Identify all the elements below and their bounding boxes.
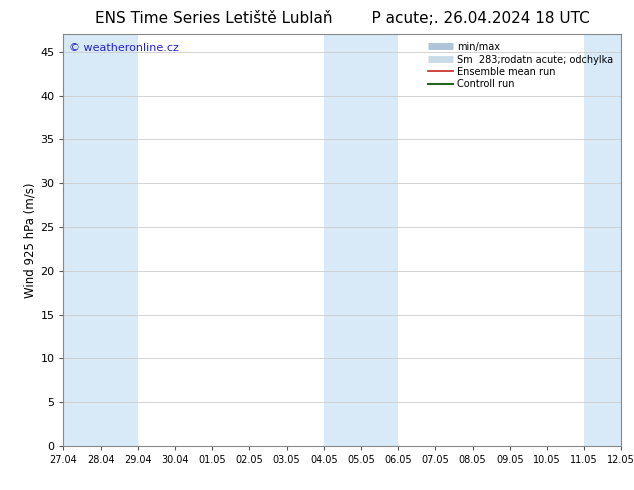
Text: © weatheronline.cz: © weatheronline.cz	[69, 43, 179, 52]
Bar	[324, 34, 398, 446]
Y-axis label: Wind 925 hPa (m/s): Wind 925 hPa (m/s)	[23, 182, 36, 298]
Legend: min/max, Sm  283;rodatn acute; odchylka, Ensemble mean run, Controll run: min/max, Sm 283;rodatn acute; odchylka, …	[425, 39, 616, 92]
Bar	[63, 34, 138, 446]
Title: ENS Time Series Letiště Lublaň        P acute;. 26.04.2024 18 UTC: ENS Time Series Letiště Lublaň P acute;.…	[95, 11, 590, 26]
Bar	[584, 34, 621, 446]
